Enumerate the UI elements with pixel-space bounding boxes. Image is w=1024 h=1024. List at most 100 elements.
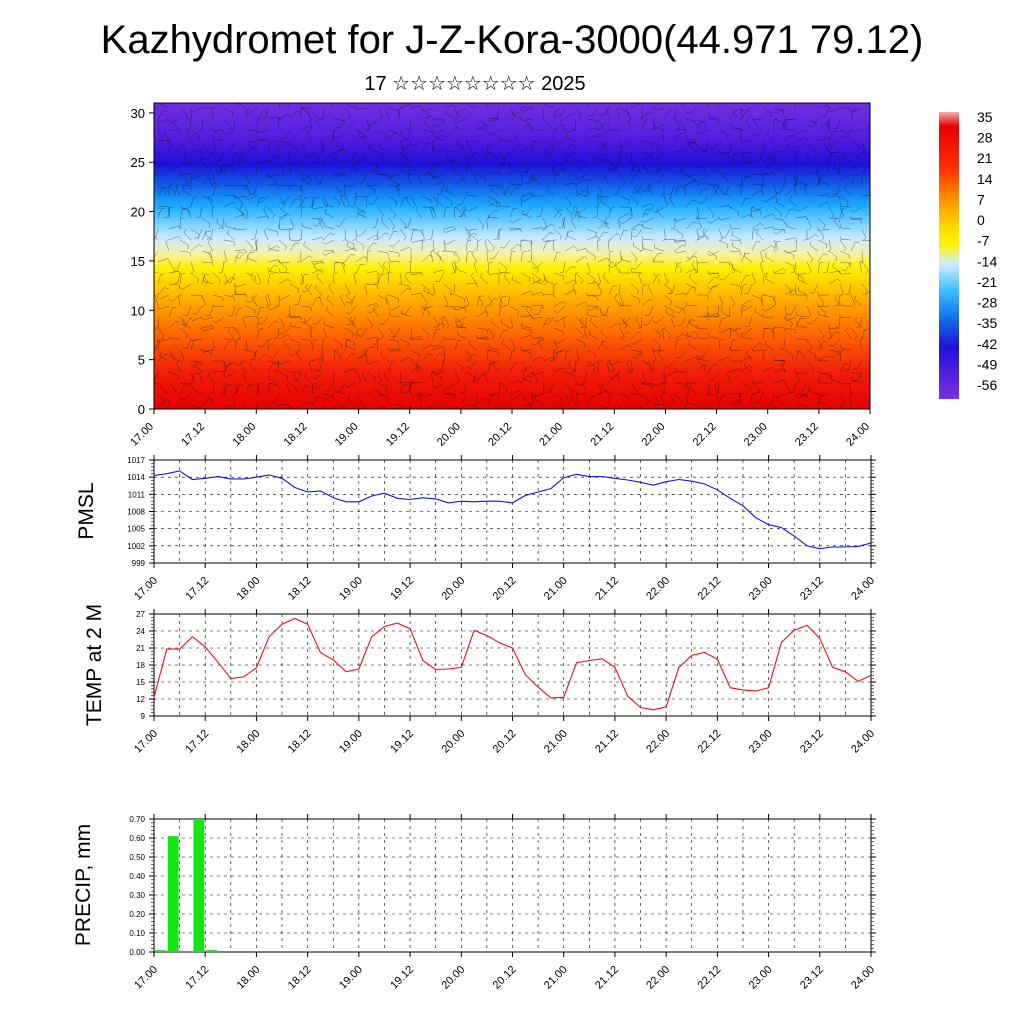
wind-barb [212, 371, 223, 373]
wind-barb-flag [594, 157, 596, 162]
wind-barb [399, 371, 402, 382]
wind-barb [553, 301, 564, 307]
wind-barb-flag [374, 282, 379, 285]
wind-barb [409, 261, 412, 272]
wind-barb [199, 206, 203, 217]
wind-barb-flag [607, 359, 611, 363]
wind-barb [190, 373, 195, 384]
wind-barb-flag [420, 393, 424, 397]
wind-barb [654, 247, 665, 252]
wind-barb [476, 296, 480, 307]
wind-barb [365, 197, 368, 208]
wind-barb-flag [454, 206, 458, 209]
wind-barb [850, 371, 861, 375]
wind-barb [817, 327, 825, 337]
wind-barb-flag [186, 128, 191, 131]
wind-barb-flag [256, 136, 259, 141]
wind-barb-flag [404, 225, 407, 230]
wind-barb-flag [189, 163, 192, 168]
wind-barb [619, 327, 625, 338]
wind-barb-flag [709, 378, 714, 381]
wind-barb [681, 162, 687, 172]
wind-barb-flag [839, 202, 842, 207]
wind-barb [630, 250, 638, 260]
wind-barb-flag [224, 282, 228, 286]
wind-barb-flag [480, 273, 483, 278]
wind-barb [575, 349, 580, 360]
wind-barb [652, 349, 657, 360]
wind-barb-flag [257, 118, 262, 121]
wind-barb-flag [671, 315, 675, 319]
wind-barb-flag [454, 110, 458, 114]
wind-barb [473, 263, 478, 274]
wind-barb [451, 164, 456, 175]
wind-barb-flag [506, 172, 511, 175]
wind-barb-flag [218, 279, 221, 284]
wind-barb [775, 360, 786, 362]
wind-barb-flag [604, 172, 608, 177]
wind-barb [714, 184, 720, 195]
wind-barb [473, 175, 478, 186]
wind-barb [357, 107, 368, 110]
wind-barb [372, 195, 379, 205]
wind-barb-flag [228, 126, 231, 131]
wind-barb [627, 120, 632, 131]
wind-barb-flag [819, 262, 824, 264]
wind-barb [201, 272, 208, 282]
wind-barb-flag [487, 144, 491, 147]
wind-barb-flag [418, 365, 423, 369]
wind-barb-flag [829, 344, 834, 347]
wind-barb-flag [255, 316, 258, 320]
wind-barb-flag [310, 307, 313, 312]
wind-barb [487, 171, 498, 175]
wind-barb-flag [428, 353, 433, 356]
wind-barb [324, 250, 335, 256]
wind-barb-flag [313, 225, 318, 227]
wind-barb [223, 107, 233, 113]
wind-barb-flag [706, 181, 710, 186]
wind-barb [678, 103, 687, 109]
wind-barb [729, 283, 740, 286]
wind-barb-flag [242, 315, 246, 319]
wind-barb [611, 261, 621, 268]
wind-barb [784, 289, 794, 296]
wind-barb [223, 239, 234, 242]
wind-barb [335, 173, 346, 178]
wind-barb [227, 233, 236, 241]
wind-barb [795, 272, 805, 280]
heatmap-y-tick-label: 15 [131, 254, 145, 269]
wind-barb [333, 184, 342, 192]
wind-barb [531, 304, 542, 307]
wind-barb [512, 113, 522, 120]
wind-barb [698, 261, 709, 264]
wind-barb-flag [608, 126, 611, 131]
wind-barb-flag [381, 218, 384, 223]
wind-barb [170, 356, 181, 362]
wind-barb-flag [541, 227, 545, 232]
wind-barb-flag [703, 367, 706, 372]
wind-barb [441, 360, 445, 371]
wind-barb-flag [304, 372, 307, 377]
wind-barb [819, 402, 830, 406]
wind-barb [505, 184, 511, 195]
wind-barb-flag [204, 230, 207, 235]
wind-barb-flag [814, 183, 819, 186]
wind-barb [168, 184, 176, 193]
wind-barb-flag [207, 195, 211, 199]
wind-barb-flag [750, 347, 754, 352]
wind-barb-flag [222, 371, 225, 376]
wind-barb-flag [365, 128, 370, 132]
wind-barb-flag [156, 338, 160, 343]
wind-barb [237, 103, 247, 109]
wind-barb [641, 107, 643, 118]
wind-barb-flag [742, 284, 747, 286]
wind-barb [165, 241, 170, 252]
wind-barb [707, 206, 715, 216]
wind-barb [159, 118, 170, 123]
x-tick-label: 21.00 [542, 964, 570, 992]
wind-barb-flag [740, 158, 743, 163]
wind-barb-flag [486, 270, 490, 275]
wind-barb-flag [866, 126, 869, 131]
wind-barb-flag [486, 216, 491, 220]
wind-barb [399, 217, 407, 226]
